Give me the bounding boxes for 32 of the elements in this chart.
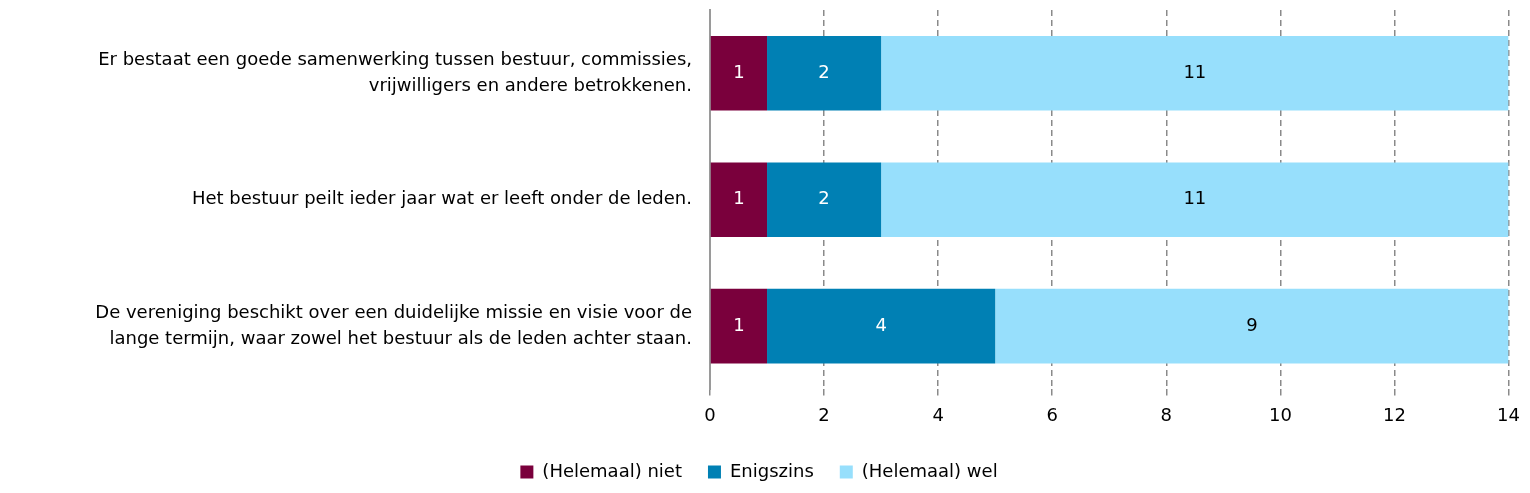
x-tick-label: 0 — [704, 403, 716, 425]
x-tick-label: 14 — [1497, 403, 1520, 425]
data-label: 2 — [818, 187, 830, 209]
bar — [995, 288, 1509, 364]
data-label: 2 — [818, 60, 830, 82]
data-label: 11 — [1183, 187, 1207, 209]
x-tick-label: 10 — [1268, 403, 1292, 425]
data-label: 1 — [733, 60, 745, 82]
bar — [710, 35, 768, 111]
bar — [767, 162, 882, 238]
bar — [767, 35, 882, 111]
data-label: 1 — [733, 187, 745, 209]
bar — [767, 288, 996, 364]
data-label: 1 — [733, 313, 745, 335]
legend-label: (Helemaal) niet — [542, 459, 682, 481]
x-tick-label: 12 — [1383, 403, 1406, 425]
x-tick-label: 6 — [1046, 403, 1058, 425]
bar — [881, 162, 1509, 238]
data-label: 11 — [1183, 60, 1207, 82]
data-label: 4 — [875, 313, 887, 335]
bar — [881, 35, 1509, 111]
y-tick-label: Het bestuur peilt ieder jaar wat er leeft onder de leden. — [191, 187, 692, 209]
legend-label: (Helemaal) wel — [861, 459, 998, 481]
x-tick-label: 2 — [818, 403, 830, 425]
x-tick-label: 4 — [932, 403, 944, 425]
data-label: 9 — [1246, 313, 1258, 335]
bar — [710, 162, 768, 238]
y-tick-label: De vereniging beschikt over een duidelijke missie en visie voor de lange termijn, waar zowel het bestuur als de leden achter staan. — [95, 300, 692, 348]
bar — [710, 288, 768, 364]
x-tick-label: 8 — [1160, 403, 1173, 425]
y-tick-label: Er bestaat een goede samenwerking tussen bestuur, commissies, vrijwilligers en andere betrokkenen. — [98, 47, 692, 95]
legend-label: Enigszins — [729, 459, 814, 481]
